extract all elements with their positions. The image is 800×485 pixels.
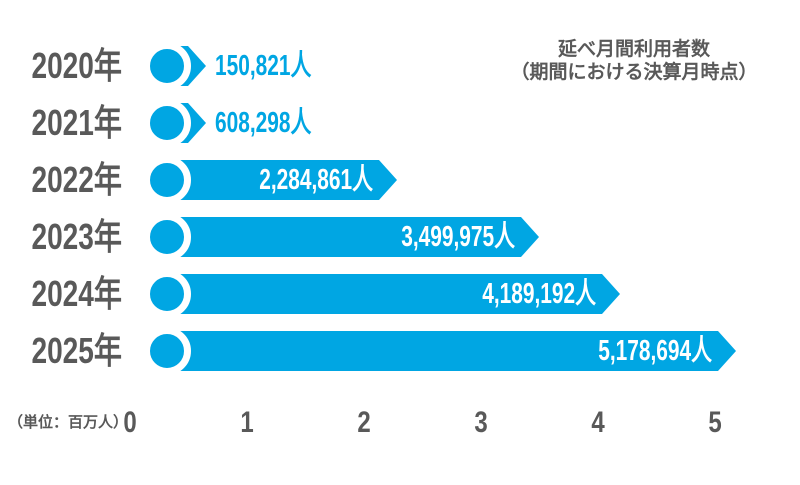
bar-circle-marker [143, 99, 191, 147]
chart-title-line2: （期間における決算月時点） [510, 62, 758, 83]
bar-circle-marker [143, 270, 191, 318]
year-label: 2025年 [31, 330, 123, 371]
bar-circle-marker [143, 42, 191, 90]
axis-tick: 1 [240, 406, 254, 439]
axis-unit-label: （単位：百万人） [8, 414, 129, 431]
value-label: 5,178,694人 [598, 335, 712, 367]
value-label: 3,499,975人 [401, 221, 515, 253]
year-label: 2021年 [31, 102, 123, 143]
bar-circle-marker [143, 213, 191, 261]
bar [158, 217, 539, 257]
year-label: 2024年 [31, 273, 123, 314]
year-label: 2020年 [31, 45, 123, 86]
year-label: 2023年 [31, 216, 123, 257]
bar [158, 331, 736, 371]
axis-tick: 5 [708, 406, 722, 439]
axis-tick: 4 [591, 406, 605, 439]
chart-title: 延べ月間利用者数 （期間における決算月時点） [484, 38, 784, 84]
value-label: 150,821人 [215, 50, 312, 82]
bar-circle-marker [143, 156, 191, 204]
chart-title-line1: 延べ月間利用者数 [557, 39, 710, 60]
bar [158, 274, 620, 314]
axis-tick: 0 [123, 406, 137, 439]
value-label: 608,298人 [215, 107, 312, 139]
axis-tick: 3 [474, 406, 488, 439]
bar-circle-marker [143, 327, 191, 375]
bar [158, 160, 397, 200]
axis-tick: 2 [357, 406, 371, 439]
value-label: 4,189,192人 [482, 278, 596, 310]
value-label: 2,284,861人 [259, 164, 373, 196]
year-label: 2022年 [31, 159, 123, 200]
